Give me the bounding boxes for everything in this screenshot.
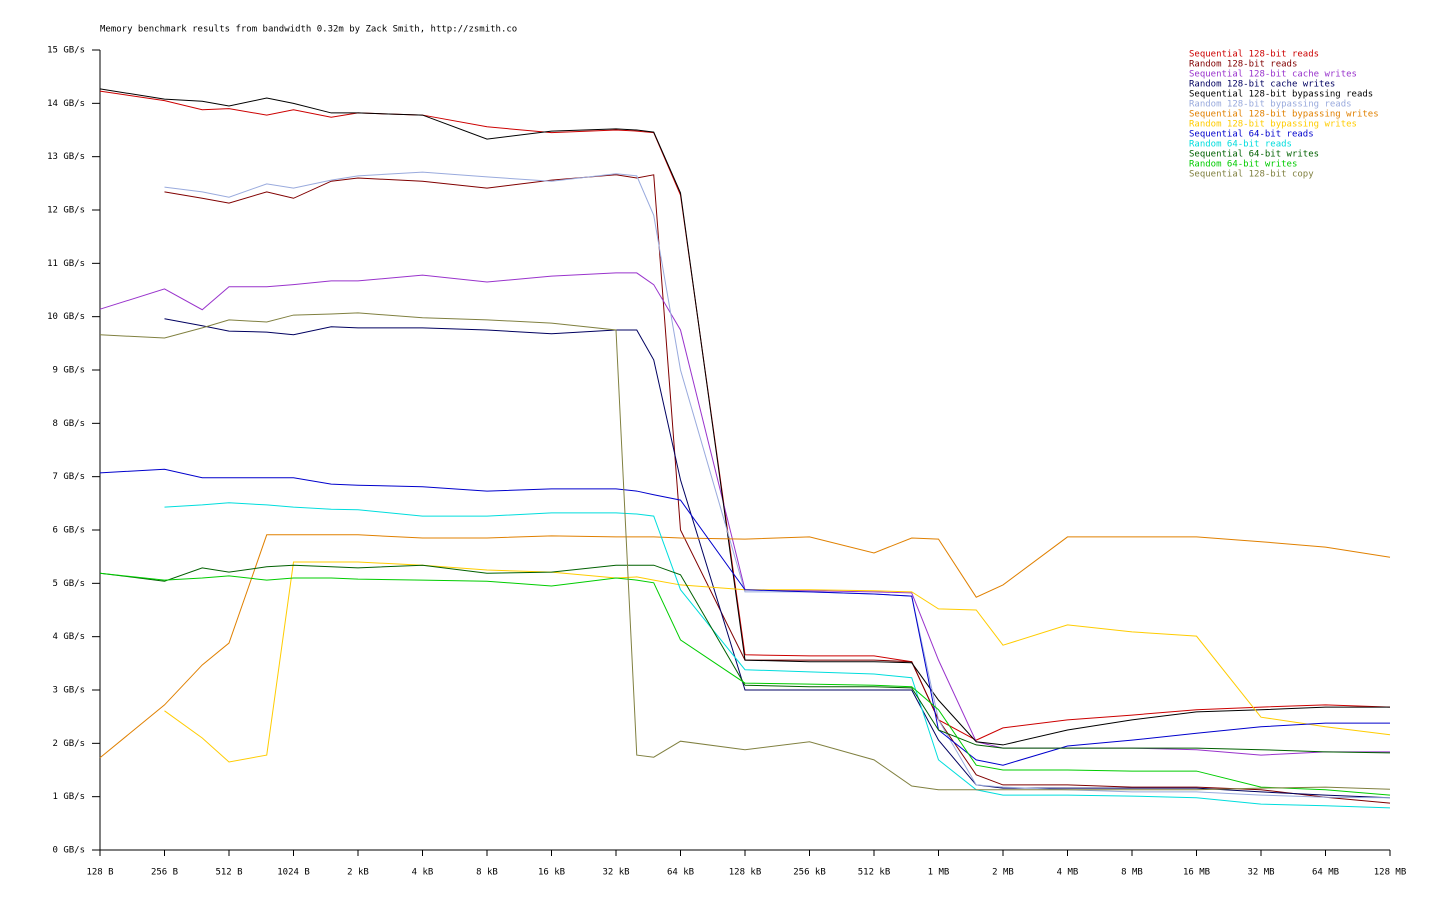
x-tick-label: 128 B xyxy=(86,868,113,878)
y-tick-label: 14 GB/s xyxy=(47,99,85,109)
legend-entry: Random 64-bit writes xyxy=(1189,160,1297,170)
series-line xyxy=(99,572,1391,796)
legend-entry: Sequential 64-bit writes xyxy=(1189,150,1319,160)
series-line xyxy=(164,171,1391,799)
y-tick-label: 4 GB/s xyxy=(52,632,85,642)
legend-entry: Sequential 128-bit cache writes xyxy=(1189,70,1357,80)
series-line xyxy=(99,534,1391,759)
y-tick-label: 1 GB/s xyxy=(52,792,85,802)
x-tick-label: 16 kB xyxy=(538,868,565,878)
x-tick-label: 2 kB xyxy=(347,868,369,878)
x-tick-label: 64 MB xyxy=(1312,868,1339,878)
series-line xyxy=(164,174,1391,804)
y-tick-label: 10 GB/s xyxy=(47,312,85,322)
y-tick-label: 0 GB/s xyxy=(52,846,85,856)
y-tick-label: 13 GB/s xyxy=(47,152,85,162)
legend-entry: Sequential 64-bit reads xyxy=(1189,130,1314,140)
x-tick-label: 64 kB xyxy=(667,868,694,878)
y-tick-label: 5 GB/s xyxy=(52,579,85,589)
legend-entry: Sequential 128-bit reads xyxy=(1189,50,1319,60)
x-tick-label: 4 kB xyxy=(412,868,434,878)
x-tick-label: 32 kB xyxy=(602,868,629,878)
y-tick-label: 3 GB/s xyxy=(52,686,85,696)
series-line xyxy=(99,564,1391,754)
x-tick-label: 1 MB xyxy=(928,868,950,878)
series-line xyxy=(164,561,1391,763)
y-tick-label: 12 GB/s xyxy=(47,206,85,216)
series-line xyxy=(164,318,1391,799)
series-line xyxy=(99,90,1391,741)
x-tick-label: 1024 B xyxy=(277,868,310,878)
x-tick-label: 2 MB xyxy=(992,868,1014,878)
legend-entry: Random 128-bit bypassing reads xyxy=(1189,100,1352,110)
y-tick-label: 11 GB/s xyxy=(47,259,85,269)
y-tick-label: 8 GB/s xyxy=(52,419,85,429)
x-tick-label: 128 kB xyxy=(729,868,762,878)
x-tick-label: 256 B xyxy=(151,868,178,878)
x-tick-label: 8 MB xyxy=(1121,868,1143,878)
x-tick-label: 256 kB xyxy=(793,868,826,878)
x-tick-label: 128 MB xyxy=(1374,868,1407,878)
legend-entry: Random 128-bit cache writes xyxy=(1189,80,1335,90)
y-tick-label: 6 GB/s xyxy=(52,526,85,536)
legend-entry: Sequential 128-bit bypassing reads xyxy=(1189,90,1373,100)
y-tick-label: 15 GB/s xyxy=(47,46,85,56)
x-tick-label: 4 MB xyxy=(1057,868,1079,878)
y-tick-label: 9 GB/s xyxy=(52,366,85,376)
x-tick-label: 32 MB xyxy=(1247,868,1274,878)
x-tick-label: 16 MB xyxy=(1183,868,1210,878)
legend-entry: Random 128-bit bypassing writes xyxy=(1189,120,1357,130)
series-line xyxy=(99,312,1391,791)
chart-title: Memory benchmark results from bandwidth … xyxy=(100,25,517,35)
legend-entry: Random 64-bit reads xyxy=(1189,140,1292,150)
x-tick-label: 512 B xyxy=(215,868,242,878)
series-line xyxy=(99,88,1390,746)
series-line xyxy=(164,502,1391,809)
y-tick-label: 2 GB/s xyxy=(52,739,85,749)
legend-entry: Random 128-bit reads xyxy=(1189,60,1297,70)
y-tick-label: 7 GB/s xyxy=(52,472,85,482)
legend-entry: Sequential 128-bit copy xyxy=(1189,170,1314,180)
x-tick-label: 8 kB xyxy=(476,868,498,878)
series-line xyxy=(99,468,1390,766)
legend-entry: Sequential 128-bit bypassing writes xyxy=(1189,110,1379,120)
x-tick-label: 512 kB xyxy=(858,868,891,878)
